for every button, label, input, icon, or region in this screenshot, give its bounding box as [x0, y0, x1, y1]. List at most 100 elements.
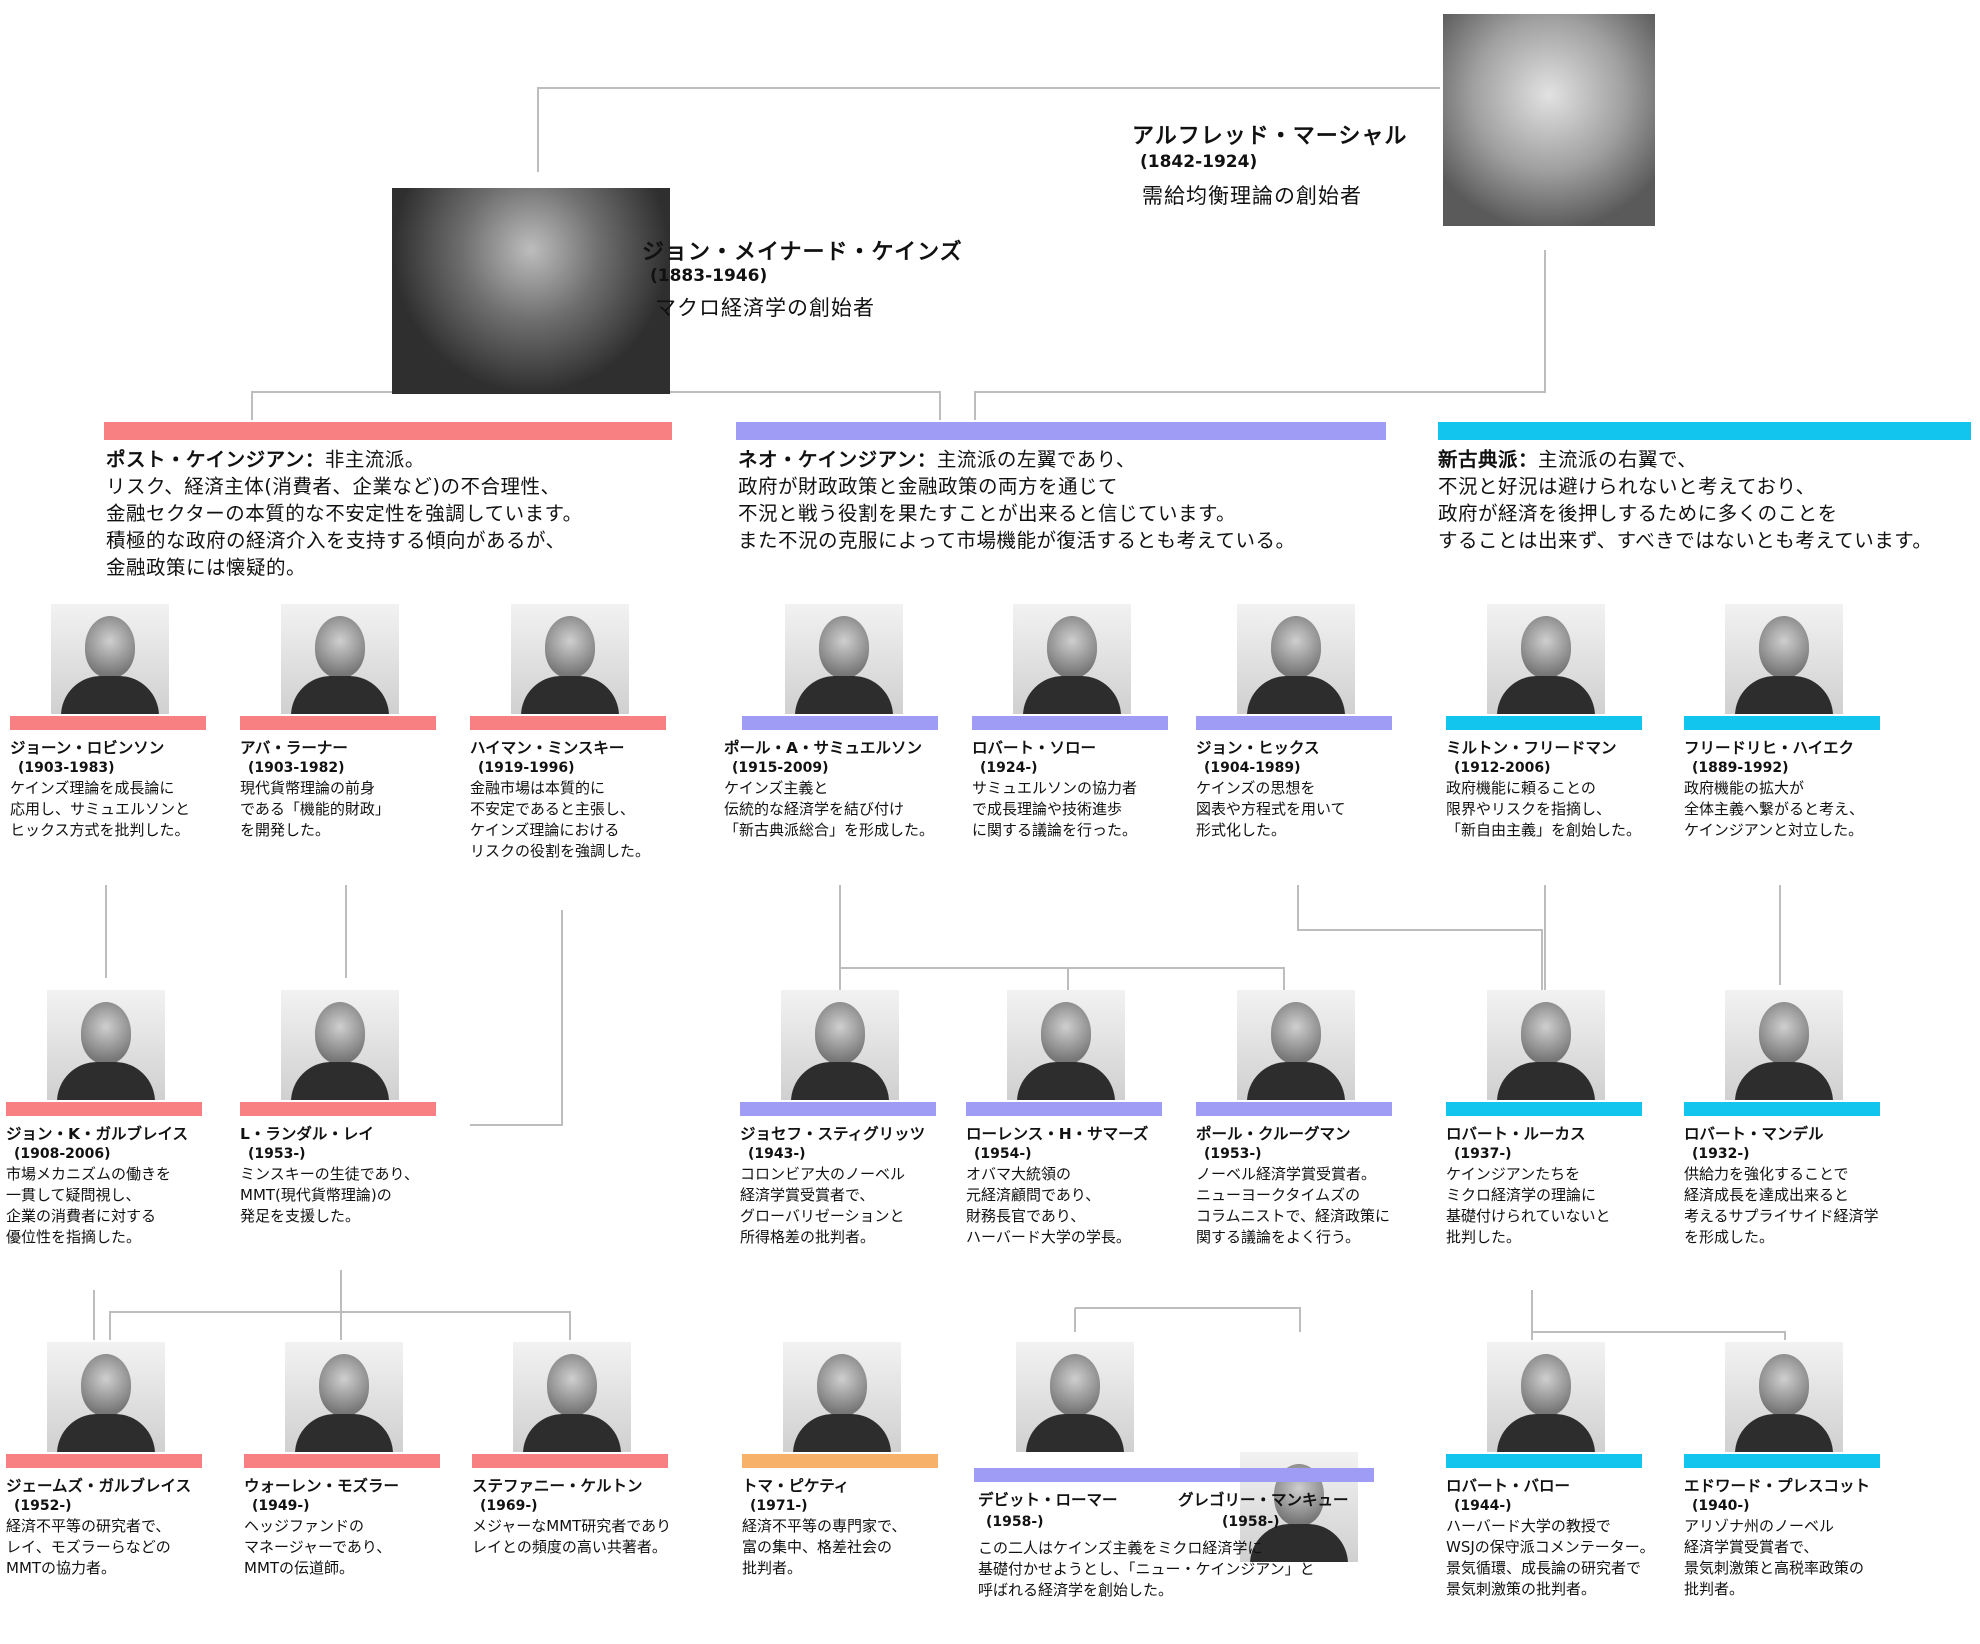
post-keynesian-description: ポスト・ケインジアン：非主流派。 リスク、経済主体(消費者、企業など)の不合理性… — [106, 448, 583, 579]
person-name: エドワード・プレスコット — [1684, 1477, 1871, 1495]
person-years: (1908-2006) — [14, 1146, 111, 1162]
person-years: (1912-2006) — [1454, 760, 1551, 776]
person-description: ケインズ理論を成長論に 応用し、サミュエルソンと ヒックス方式を批判した。 — [10, 779, 191, 839]
person-name: デビット・ローマー — [978, 1491, 1118, 1509]
person-name: アバ・ラーナー — [240, 739, 348, 757]
person-name: ジョン・ヒックス — [1196, 739, 1320, 757]
person-description: ケインズ主義と 伝統的な経済学を結び付け 「新古典派総合」を形成した。 — [724, 779, 935, 839]
person-years: (1889-1992) — [1692, 760, 1789, 776]
person-description: オバマ大統領の 元経済顧問であり、 財務長官であり、 ハーバード大学の学長。 — [966, 1165, 1131, 1246]
neoclassical-bar — [1438, 422, 1971, 440]
person-description: 現代貨幣理論の前身 である「機能的財政」 を開発した。 — [240, 779, 390, 839]
person-card: フリードリヒ・ハイエク (1889-1992) 政府機能の拡大が 全体主義へ繋が… — [1684, 604, 1884, 841]
person-description: サミュエルソンの協力者 で成長理論や技術進歩 に関する議論を行った。 — [972, 779, 1138, 839]
keynes-name: ジョン・メイナード・ケインズ — [642, 240, 963, 265]
person-name: ハイマン・ミンスキー — [470, 739, 625, 757]
person-years: (1971-) — [750, 1498, 808, 1514]
person-name: ジェームズ・ガルブレイス — [6, 1477, 192, 1495]
portrait-photo — [51, 604, 169, 714]
person-years: (1943-) — [748, 1146, 806, 1162]
neo-keynesian-bar — [736, 422, 1386, 440]
person-card: ジョセフ・スティグリッツ (1943-) コロンビア大のノーベル 経済学賞受賞者… — [740, 990, 940, 1248]
portrait-photo — [511, 604, 629, 714]
person-years: (1924-) — [980, 760, 1038, 776]
person-description: 供給力を強化することで 経済成長を達成出来ると 考えるサプライサイド経済学 を形… — [1684, 1165, 1879, 1246]
person-years: (1958-) — [986, 1514, 1044, 1530]
portrait-photo — [1237, 990, 1355, 1100]
person-name: ジョン・K・ガルブレイス — [6, 1125, 189, 1143]
person-name: ロバート・ルーカス — [1446, 1125, 1586, 1143]
person-years: (1952-) — [14, 1498, 72, 1514]
portrait-photo — [47, 990, 165, 1100]
person-years: (1953-) — [248, 1146, 306, 1162]
post-keynesian-bar — [104, 422, 672, 440]
person-years: (1904-1989) — [1204, 760, 1301, 776]
person-card: L・ランダル・レイ (1953-) ミンスキーの生徒であり、 MMT(現代貨幣理… — [240, 990, 440, 1227]
person-description: この二人はケインズ主義をミクロ経済学に 基礎付かせようとし、「ニュー・ケインジア… — [978, 1539, 1315, 1599]
person-name: ロバート・バロー — [1446, 1477, 1571, 1495]
person-description: 経済不平等の専門家で、 富の集中、格差社会の 批判者。 — [742, 1517, 907, 1577]
portrait-photo — [783, 1342, 901, 1452]
portrait-photo — [281, 990, 399, 1100]
person-years: (1944-) — [1454, 1498, 1512, 1514]
person-description: ミンスキーの生徒であり、 MMT(現代貨幣理論)の 発足を支援した。 — [240, 1165, 419, 1225]
person-description: コロンビア大のノーベル 経済学賞受賞者で、 グローバリゼーションと 所得格差の批… — [740, 1165, 906, 1246]
portrait-photo — [513, 1342, 631, 1452]
person-years: (1903-1983) — [18, 760, 115, 776]
person-description: 政府機能に頼ることの 限界やリスクを指摘し、 「新自由主義」を創始した。 — [1446, 779, 1642, 839]
person-card: トマ・ピケティ (1971-) 経済不平等の専門家で、 富の集中、格差社会の 批… — [742, 1342, 942, 1579]
person-name: ジョセフ・スティグリッツ — [740, 1125, 926, 1143]
portrait-photo — [1725, 604, 1843, 714]
romer-mankiw-bar — [974, 1468, 1374, 1482]
person-description: ヘッジファンドの マネージャーであり、 MMTの伝道師。 — [244, 1517, 392, 1577]
person-name: グレゴリー・マンキュー — [1178, 1491, 1349, 1509]
person-name: ミルトン・フリードマン — [1446, 739, 1617, 757]
person-card: ポール・クルーグマン (1953-) ノーベル経済学賞受賞者。 ニューヨークタイ… — [1196, 990, 1426, 1248]
person-name: ステファニー・ケルトン — [472, 1477, 643, 1495]
marshall-role: 需給均衡理論の創始者 — [1142, 184, 1362, 208]
person-years: (1919-1996) — [478, 760, 575, 776]
portrait-photo — [1725, 1342, 1843, 1452]
portrait-photo — [1487, 1342, 1605, 1452]
portrait-photo — [1237, 604, 1355, 714]
portrait-photo — [1725, 990, 1843, 1100]
person-years: (1969-) — [480, 1498, 538, 1514]
person-card: ロバート・マンデル (1932-) 供給力を強化することで 経済成長を達成出来る… — [1684, 990, 1924, 1248]
portrait-photo — [781, 990, 899, 1100]
person-card: ローレンス・H・サマーズ (1954-) オバマ大統領の 元経済顧問であり、 財… — [966, 990, 1166, 1248]
person-years: (1953-) — [1204, 1146, 1262, 1162]
portrait-photo — [1013, 604, 1131, 714]
portrait-photo — [1016, 1342, 1134, 1452]
person-card: ミルトン・フリードマン (1912-2006) 政府機能に頼ることの 限界やリス… — [1446, 604, 1646, 841]
person-description: ノーベル経済学賞受賞者。 ニューヨークタイムズの コラムニストで、経済政策に 関… — [1196, 1165, 1390, 1246]
person-description: ケインジアンたちを ミクロ経済学の理論に 基礎付けられていないと 批判した。 — [1446, 1165, 1611, 1246]
person-card: ロバート・ルーカス (1937-) ケインジアンたちを ミクロ経済学の理論に 基… — [1446, 990, 1646, 1248]
person-years: (1958-) — [1222, 1514, 1280, 1530]
person-name: トマ・ピケティ — [742, 1477, 850, 1495]
portrait-photo — [1487, 990, 1605, 1100]
portrait-photo — [1487, 604, 1605, 714]
person-description: アリゾナ州のノーベル 経済学賞受賞者で、 景気刺激策と高税率政策の 批判者。 — [1684, 1517, 1865, 1598]
person-description: ハーバード大学の教授で WSJの保守派コメンテーター。 景気循環、成長論の研究者… — [1446, 1517, 1655, 1598]
person-years: (1915-2009) — [732, 760, 829, 776]
person-card: ロバート・ソロー (1924-) サミュエルソンの協力者 で成長理論や技術進歩 … — [972, 604, 1172, 841]
person-card: ジョーン・ロビンソン (1903-1983) ケインズ理論を成長論に 応用し、サ… — [10, 604, 210, 841]
person-description: ケインズの思想を 図表や方程式を用いて 形式化した。 — [1196, 779, 1346, 839]
person-card: エドワード・プレスコット (1940-) アリゾナ州のノーベル 経済学賞受賞者で… — [1684, 1342, 1924, 1600]
portrait-photo — [281, 604, 399, 714]
person-name: ロバート・マンデル — [1684, 1125, 1824, 1143]
marshall-name: アルフレッド・マーシャル — [1132, 124, 1408, 149]
portrait-photo — [47, 1342, 165, 1452]
neo-keynesian-description: ネオ・ケインジアン：主流派の左翼であり、 政府が財政政策と金融政策の両方を通じて… — [738, 448, 1296, 552]
person-card: アバ・ラーナー (1903-1982) 現代貨幣理論の前身 である「機能的財政」… — [240, 604, 440, 841]
person-years: (1903-1982) — [248, 760, 345, 776]
person-description: メジャーなMMT研究者であり レイとの頻度の高い共著者。 — [472, 1517, 672, 1556]
person-name: ロバート・ソロー — [972, 739, 1097, 757]
person-card: ジョン・K・ガルブレイス (1908-2006) 市場メカニズムの働きを 一貫し… — [6, 990, 206, 1248]
neoclassical-description: 新古典派：主流派の右翼で、 不況と好況は避けられないと考えており、 政府が経済を… — [1438, 448, 1933, 552]
person-card: ハイマン・ミンスキー (1919-1996) 金融市場は本質的に 不安定であると… — [470, 604, 670, 862]
person-name: ジョーン・ロビンソン — [10, 739, 165, 757]
person-years: (1937-) — [1454, 1146, 1512, 1162]
portrait-photo — [285, 1342, 403, 1452]
